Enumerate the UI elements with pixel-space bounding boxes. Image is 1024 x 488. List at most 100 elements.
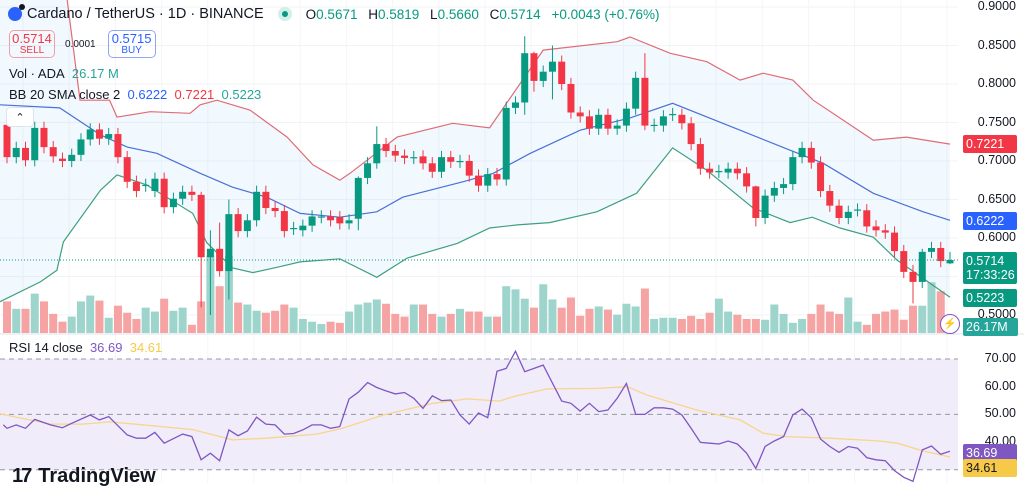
candle (474, 169, 482, 192)
bollinger-legend[interactable]: BB 20 SMA close 2 0.6222 0.7221 0.5223 (9, 87, 261, 102)
bb-lower-badge: 0.5223 (963, 289, 1017, 307)
volume-bar (909, 305, 918, 333)
bar-countdown: 17:33:26 (966, 268, 1015, 282)
candle (761, 189, 769, 225)
volume-bar (622, 303, 631, 333)
candle-body (826, 191, 834, 206)
lightning-icon[interactable]: ⚡ (940, 314, 960, 334)
candle (160, 172, 168, 214)
candle (937, 241, 945, 268)
sell-button[interactable]: 0.5714 SELL (9, 30, 55, 58)
close-value: 0.5714 (499, 6, 541, 22)
candle-body (160, 178, 168, 208)
candle (909, 264, 917, 304)
bollinger-lower-line (0, 147, 951, 303)
candle-body (95, 129, 103, 139)
volume-bar (650, 318, 659, 333)
candle (31, 121, 39, 167)
volume-bar (502, 286, 511, 333)
collapse-legend-button[interactable]: ⌃ (6, 107, 34, 127)
price-axis-label: 0.8500 (977, 37, 1016, 52)
candle-body (206, 248, 214, 258)
tradingview-logo[interactable]: 17 TradingView (12, 465, 156, 488)
candle (530, 51, 538, 92)
candle (493, 167, 501, 186)
volume-bar (724, 311, 733, 333)
volume-bar (409, 304, 418, 333)
candle-body (474, 175, 482, 186)
rsi-ma-legend-value: 34.61 (129, 340, 163, 355)
candle-body (428, 163, 436, 172)
volume-bar (539, 284, 548, 333)
rsi-legend-label: RSI 14 close (9, 340, 83, 355)
candle-body (530, 53, 538, 81)
low-label: L (430, 6, 438, 22)
volume-bar (714, 298, 723, 333)
volume-bar (705, 312, 714, 333)
volume-bar (363, 302, 372, 333)
candle (95, 123, 103, 145)
volume-legend-label: Vol · ADA (9, 66, 65, 81)
buy-button[interactable]: 0.5715 BUY (107, 30, 156, 58)
candle-body (151, 178, 159, 192)
open-label: O (305, 6, 317, 22)
volume-bar (428, 313, 437, 333)
volume-bar (308, 321, 317, 333)
candle (253, 185, 261, 227)
candle-body (169, 198, 177, 208)
volume-bar (345, 311, 354, 333)
candle (188, 185, 196, 202)
volume-bar (511, 289, 520, 333)
candle-body (484, 174, 492, 186)
candle (271, 201, 279, 218)
candle-body (419, 156, 427, 164)
candle (197, 191, 205, 308)
volume-bar (391, 313, 400, 333)
spread-value: 0.0001 (65, 38, 96, 50)
bollinger-upper-line (66, 0, 951, 181)
price-axis-label: 0.6500 (977, 191, 1016, 206)
bollinger-legend-label: BB 20 SMA close 2 (9, 87, 121, 102)
candle-body (678, 114, 686, 124)
volume-bar (659, 317, 668, 333)
volume-bar (113, 305, 122, 333)
volume-bar (585, 308, 594, 333)
bollinger-basis-line (0, 102, 951, 221)
candle-body (21, 147, 29, 161)
symbol-title[interactable]: Cardano / TetherUS · 1D · BINANCE (27, 6, 264, 22)
candle (382, 137, 390, 158)
candle (789, 150, 797, 191)
candle (817, 156, 825, 198)
rsi-legend[interactable]: RSI 14 close 36.69 34.61 (9, 340, 162, 355)
volume-legend[interactable]: Vol · ADA 26.17 M (9, 66, 119, 81)
rsi-ma-badge: 34.61 (963, 459, 1017, 477)
candle (123, 150, 131, 188)
volume-bar (640, 288, 649, 333)
volume-bar (844, 297, 853, 333)
price-axis-label: 0.6000 (977, 230, 1016, 244)
candles (3, 36, 954, 315)
candle (928, 241, 935, 259)
volume-bar (132, 318, 141, 333)
volume-bar (899, 319, 908, 333)
candle (595, 108, 603, 135)
candle (456, 154, 464, 168)
volume-bar (751, 318, 760, 333)
candle (659, 110, 667, 132)
candle (687, 117, 695, 151)
volume-bar (677, 318, 686, 333)
volume-bar (881, 311, 890, 333)
candle (650, 118, 658, 132)
candle-body (585, 116, 593, 129)
candle (373, 126, 381, 169)
price-axis-label: 0.7000 (977, 153, 1016, 167)
candle (585, 110, 593, 135)
candle (206, 230, 214, 315)
sell-label: SELL (19, 45, 45, 56)
candle-body (780, 184, 788, 188)
volume-bar (853, 321, 862, 333)
candle-body (946, 260, 954, 264)
candle (548, 45, 556, 100)
candle-body (40, 127, 48, 148)
